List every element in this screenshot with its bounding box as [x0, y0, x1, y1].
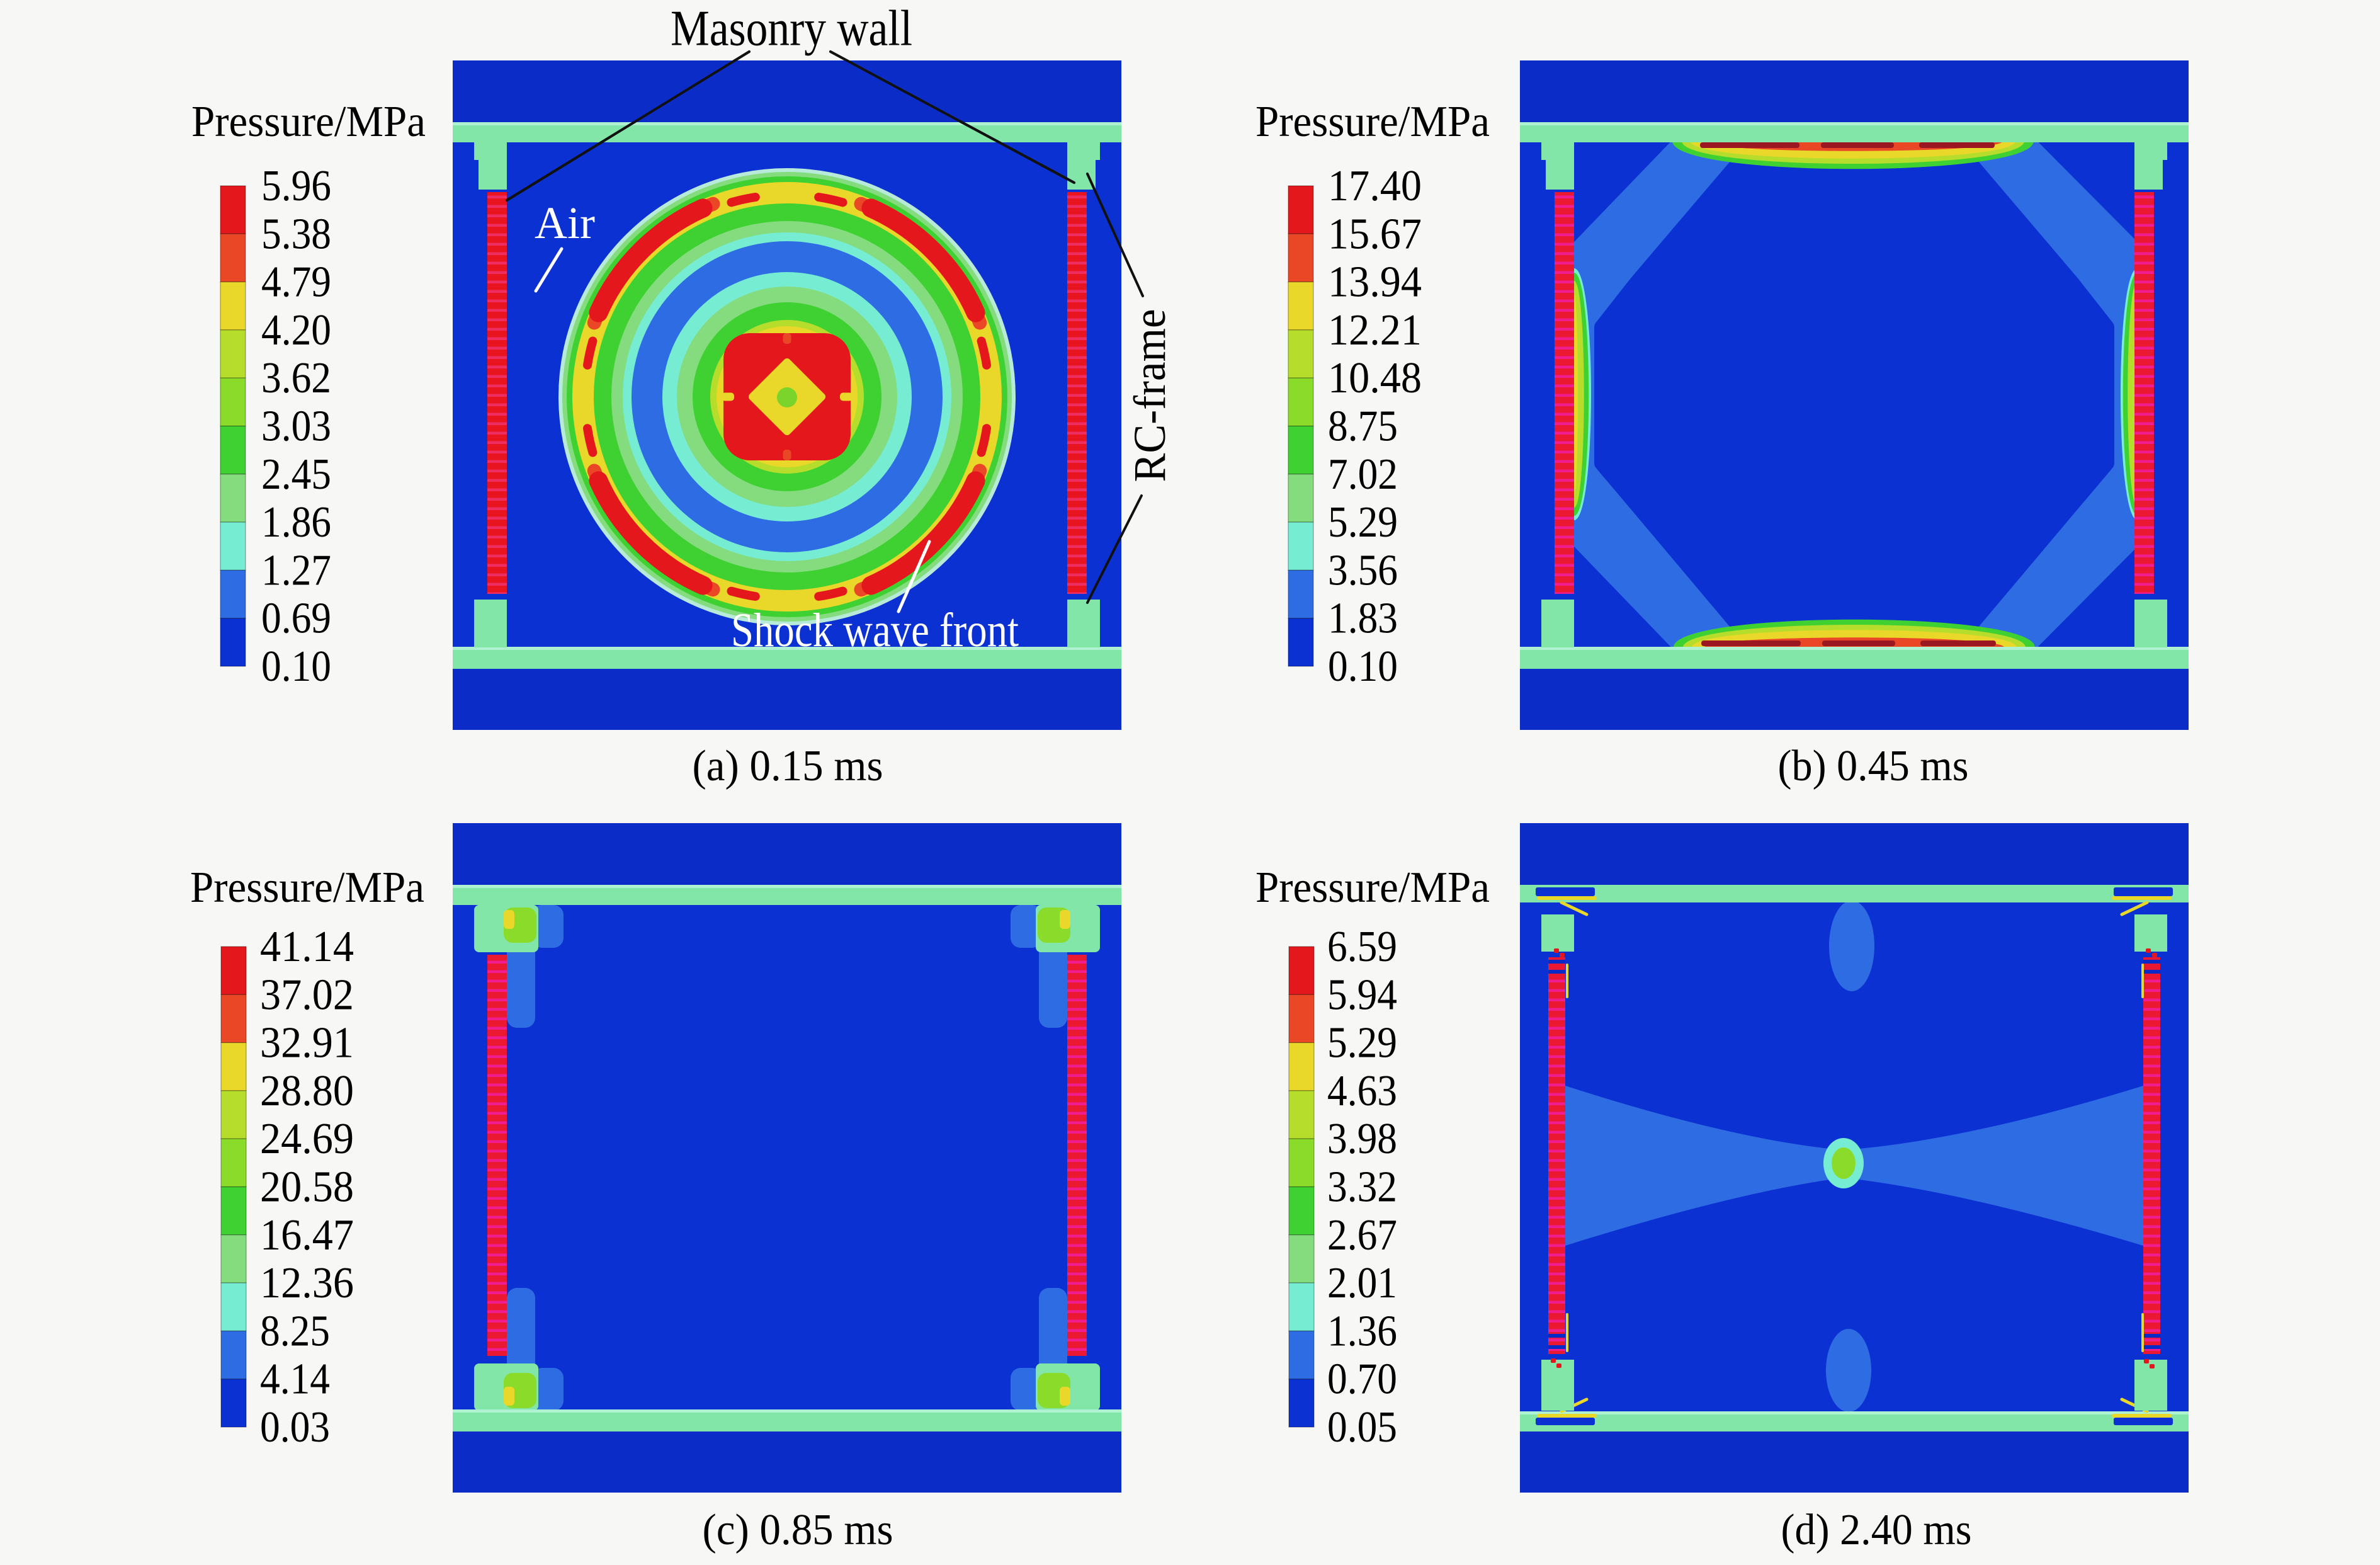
- svg-text:Masonry wall: Masonry wall: [671, 1, 912, 57]
- svg-text:5.96: 5.96: [261, 162, 331, 210]
- svg-text:4.79: 4.79: [261, 258, 331, 307]
- svg-text:8.25: 8.25: [260, 1307, 330, 1355]
- svg-text:3.56: 3.56: [1328, 546, 1398, 595]
- svg-text:20.58: 20.58: [260, 1163, 354, 1212]
- svg-text:13.94: 13.94: [1328, 258, 1422, 307]
- svg-text:0.10: 0.10: [261, 642, 331, 691]
- svg-text:32.91: 32.91: [260, 1019, 354, 1067]
- svg-text:4.20: 4.20: [261, 306, 331, 355]
- svg-text:1.36: 1.36: [1327, 1307, 1397, 1355]
- svg-text:2.45: 2.45: [261, 450, 331, 499]
- svg-text:5.29: 5.29: [1327, 1019, 1397, 1067]
- svg-text:1.86: 1.86: [261, 498, 331, 547]
- svg-text:5.94: 5.94: [1327, 970, 1397, 1019]
- svg-text:12.21: 12.21: [1328, 306, 1422, 355]
- svg-text:(d) 2.40 ms: (d) 2.40 ms: [1781, 1506, 1972, 1554]
- svg-text:0.69: 0.69: [261, 595, 331, 643]
- svg-text:3.32: 3.32: [1327, 1163, 1397, 1212]
- svg-text:2.01: 2.01: [1327, 1259, 1397, 1307]
- svg-text:16.47: 16.47: [260, 1211, 354, 1260]
- svg-text:0.10: 0.10: [1328, 642, 1398, 691]
- svg-text:37.02: 37.02: [260, 970, 354, 1019]
- svg-text:0.03: 0.03: [260, 1403, 330, 1452]
- svg-text:Pressure/MPa: Pressure/MPa: [190, 863, 424, 912]
- svg-text:Pressure/MPa: Pressure/MPa: [191, 98, 426, 146]
- svg-text:Shock wave front: Shock wave front: [731, 604, 1019, 657]
- svg-text:5.38: 5.38: [261, 210, 331, 258]
- svg-text:1.83: 1.83: [1328, 595, 1398, 643]
- svg-text:4.14: 4.14: [260, 1355, 330, 1404]
- svg-text:15.67: 15.67: [1328, 210, 1422, 258]
- svg-text:3.03: 3.03: [261, 402, 331, 451]
- svg-text:1.27: 1.27: [261, 546, 331, 595]
- svg-text:28.80: 28.80: [260, 1067, 354, 1115]
- svg-text:3.62: 3.62: [261, 354, 331, 402]
- svg-text:8.75: 8.75: [1328, 402, 1398, 451]
- svg-text:(a) 0.15 ms: (a) 0.15 ms: [693, 742, 883, 790]
- svg-text:RC-frame: RC-frame: [1125, 309, 1175, 482]
- svg-text:0.05: 0.05: [1327, 1403, 1397, 1452]
- svg-text:4.63: 4.63: [1327, 1067, 1397, 1115]
- svg-text:6.59: 6.59: [1327, 923, 1397, 971]
- svg-text:(c) 0.85 ms: (c) 0.85 ms: [703, 1506, 893, 1554]
- svg-text:17.40: 17.40: [1328, 162, 1422, 210]
- svg-text:5.29: 5.29: [1328, 498, 1398, 547]
- svg-text:Pressure/MPa: Pressure/MPa: [1255, 863, 1490, 912]
- svg-text:24.69: 24.69: [260, 1115, 354, 1163]
- svg-text:Air: Air: [535, 198, 595, 248]
- svg-text:0.70: 0.70: [1327, 1355, 1397, 1404]
- svg-text:2.67: 2.67: [1327, 1211, 1397, 1260]
- svg-text:10.48: 10.48: [1328, 354, 1422, 402]
- svg-text:3.98: 3.98: [1327, 1115, 1397, 1163]
- svg-text:12.36: 12.36: [260, 1259, 354, 1307]
- svg-text:41.14: 41.14: [260, 923, 354, 971]
- svg-text:7.02: 7.02: [1328, 450, 1398, 499]
- svg-text:Pressure/MPa: Pressure/MPa: [1255, 98, 1490, 146]
- svg-text:(b) 0.45 ms: (b) 0.45 ms: [1778, 742, 1969, 790]
